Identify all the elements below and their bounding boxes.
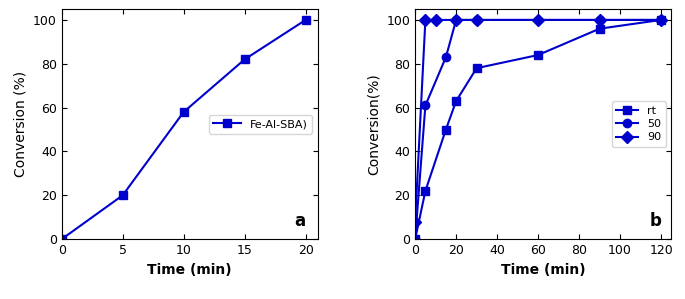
Fe-Al-SBA) [179,110,188,114]
90 [421,18,429,22]
Fe-Al-SBA) [58,237,66,241]
rt [534,53,543,57]
90 [595,18,603,22]
Line: rt: rt [411,16,665,243]
rt [473,66,481,70]
Line: 90: 90 [411,16,665,226]
Fe-Al-SBA) [240,58,249,61]
rt [657,18,665,22]
50 [657,18,665,22]
rt [411,237,419,241]
rt [452,99,460,103]
90 [452,18,460,22]
50 [421,104,429,107]
Fe-Al-SBA) [119,193,127,197]
50 [473,18,481,22]
Text: b: b [649,212,661,230]
90 [432,18,440,22]
50 [452,18,460,22]
Legend: rt, 50, 90: rt, 50, 90 [612,101,666,147]
rt [595,27,603,30]
Legend: Fe-Al-SBA): Fe-Al-SBA) [209,115,312,134]
rt [442,128,450,131]
Line: Fe-Al-SBA): Fe-Al-SBA) [58,16,310,243]
X-axis label: Time (min): Time (min) [501,263,586,277]
Text: a: a [294,212,305,230]
50 [442,55,450,59]
50 [595,18,603,22]
90 [411,220,419,223]
Line: 50: 50 [411,16,665,243]
90 [657,18,665,22]
X-axis label: Time (min): Time (min) [147,263,232,277]
90 [534,18,543,22]
90 [473,18,481,22]
Y-axis label: Conversion(%): Conversion(%) [367,73,381,175]
Y-axis label: Conversion (%): Conversion (%) [14,71,27,177]
rt [421,189,429,193]
Fe-Al-SBA) [301,18,310,22]
50 [411,237,419,241]
